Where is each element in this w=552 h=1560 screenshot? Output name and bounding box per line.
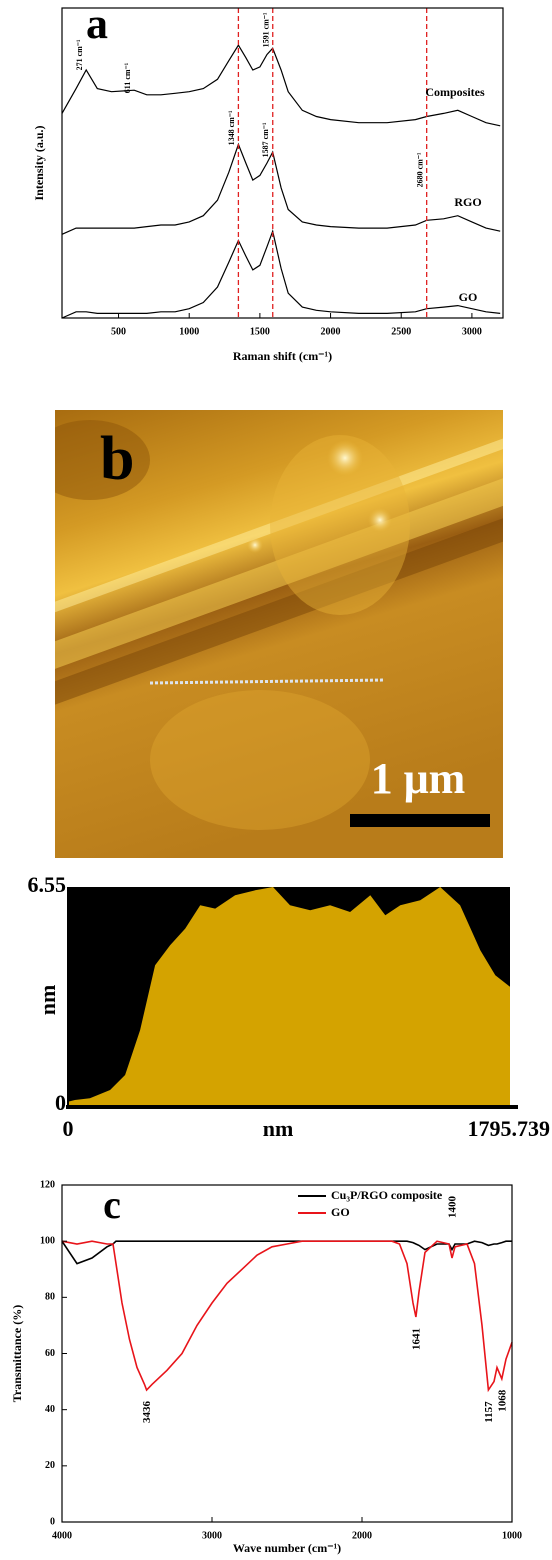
- legend-label: Cu₃P/RGO composite: [331, 1188, 443, 1202]
- scale-bar: [350, 814, 490, 827]
- x-tick-label: 0: [63, 1116, 74, 1141]
- peak-annotation: 271 cm⁻¹: [75, 39, 84, 70]
- series-label: GO: [459, 290, 478, 304]
- peak-label: 1400: [447, 1196, 459, 1219]
- data-line: [62, 1241, 512, 1390]
- x-axis-title: Wave number (cm⁻¹): [233, 1541, 341, 1555]
- peak-annotation: 1587 cm⁻¹: [261, 122, 270, 157]
- x-axis-title: nm: [263, 1116, 294, 1141]
- y-axis-title: Intensity (a.u.): [32, 125, 46, 200]
- peak-annotation: 1348 cm⁻¹: [227, 110, 236, 145]
- y-tick-label: 60: [45, 1348, 55, 1359]
- x-tick-label: 2500: [391, 326, 411, 337]
- scale-bar-label: 1 μm: [371, 754, 466, 803]
- x-axis-title: Raman shift (cm⁻¹): [233, 349, 332, 363]
- y-axis-title: Transmittance (%): [10, 1305, 24, 1402]
- x-tick-label: 1000: [179, 326, 199, 337]
- x-tick-label: 1000: [502, 1530, 522, 1541]
- x-tick-label: 3000: [462, 326, 482, 337]
- legend-label: GO: [331, 1205, 350, 1219]
- x-tick-label: 2000: [352, 1530, 372, 1541]
- x-tick-label: 3000: [202, 1530, 222, 1541]
- y-tick-label: 0: [50, 1516, 55, 1527]
- x-tick-label: 500: [111, 326, 126, 337]
- y-tick-label: 6.55: [28, 872, 67, 897]
- y-tick-label: 80: [45, 1292, 55, 1303]
- y-tick-label: 20: [45, 1460, 55, 1471]
- y-tick-label: 40: [45, 1404, 55, 1415]
- peak-annotation: 2680 cm⁻¹: [416, 152, 425, 187]
- panel-label: b: [100, 425, 134, 493]
- y-tick-label: 120: [40, 1179, 55, 1190]
- peak-annotation: 611 cm⁻¹: [123, 62, 132, 93]
- panel-label: a: [86, 0, 108, 48]
- y-tick-label: 0: [55, 1090, 66, 1115]
- afm-image: [13, 377, 552, 858]
- x-tick-label: 4000: [52, 1530, 72, 1541]
- peak-label: 1641: [410, 1328, 422, 1350]
- peak-label: 1157: [483, 1401, 495, 1423]
- peak-label: 1068: [496, 1389, 508, 1412]
- y-axis-title: nm: [35, 985, 60, 1016]
- panel-label: c: [103, 1182, 121, 1227]
- series-label: Composites: [425, 85, 485, 99]
- x-tick-label: 1500: [250, 326, 270, 337]
- plot-frame: [62, 1185, 512, 1522]
- data-line: [62, 144, 500, 234]
- series-label: RGO: [454, 195, 481, 209]
- y-tick-label: 100: [40, 1235, 55, 1246]
- figure: b 1 μm 50010001500200025003000Raman shif…: [0, 0, 552, 1560]
- peak-label: 3436: [141, 1401, 153, 1424]
- x-tick-label: 1795.739: [468, 1116, 551, 1141]
- peak-annotation: 1591 cm⁻¹: [262, 12, 271, 47]
- data-line: [62, 231, 500, 318]
- x-tick-label: 2000: [321, 326, 341, 337]
